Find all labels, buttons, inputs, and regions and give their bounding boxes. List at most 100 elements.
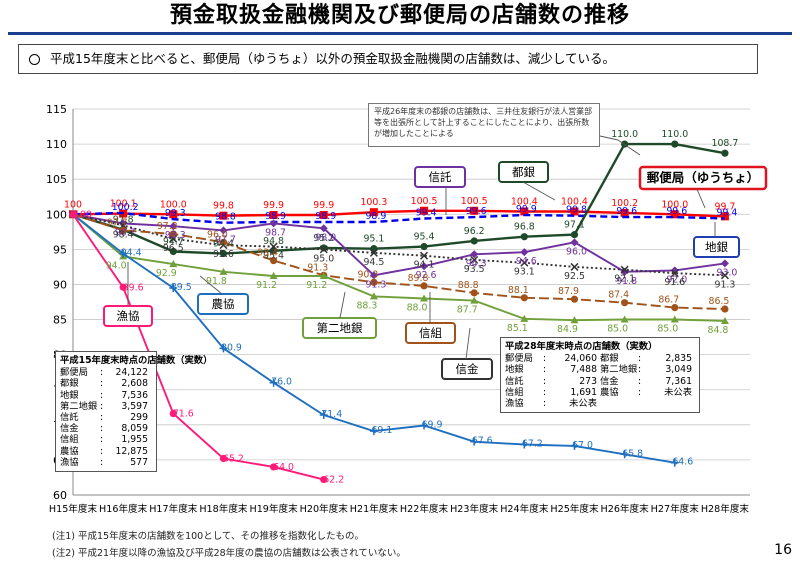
data-label: 67.0 [572,440,593,451]
cell-colon: : [543,364,547,376]
summary-box: 平成15年度末と比べると、郵便局（ゆうちょ）以外の預金取扱金融機関の店舗数は、減… [18,44,758,74]
x-tick-label: H18年度末 [199,503,248,515]
legend-label: 信託 [429,170,452,184]
cell-colon: : [638,364,642,376]
data-label: 64.6 [672,457,693,468]
data-label: 98.7 [265,227,286,238]
table-h28-cell: 信組: 1,691 [505,387,600,398]
cell-colon: : [543,353,547,365]
table-h15-row: 第二地銀: 3,597 [60,401,152,412]
leader-line [696,188,706,209]
data-label: 80.9 [221,342,242,353]
callout-note-toshi: 平成26年度末の都銀の店舗数は、三井住友銀行が法人営業部等を出張所として計上する… [368,103,600,147]
data-point [269,210,278,219]
data-label: 98.4 [113,230,134,241]
data-label: 88.8 [458,280,479,291]
cell-value: 未公表 [569,398,597,410]
data-point [720,259,729,268]
data-point [169,210,178,219]
data-label: 95.0 [313,253,334,264]
table-h28-cell: 漁協: 未公表 [505,398,600,409]
data-point [219,344,228,353]
data-label: 97.7 [107,217,128,228]
data-point [670,210,679,219]
row-name: 都銀 [60,378,79,390]
data-label: 95.4 [414,232,435,243]
data-point [671,304,679,312]
row-value: 2,608 [121,378,148,390]
data-label: 100 [74,209,92,220]
cell-value: 3,049 [665,364,692,376]
data-label: 100.2 [611,198,638,209]
data-label: 99.7 [714,201,735,212]
data-label: 71.4 [321,409,342,420]
row-colon: : [100,400,104,412]
cell-name: 都銀 [600,353,619,365]
leader-line [522,181,556,201]
data-label: 100.2 [112,202,139,213]
cell-colon: : [543,375,547,387]
data-label: 99.9 [313,200,334,211]
legend-box: 漁協 [103,305,153,327]
data-label: 97.8 [113,215,134,226]
x-tick-label: H27年度末 [651,503,700,515]
data-label: 98.8 [215,212,236,223]
y-tick-label: 60 [53,489,67,502]
row-name: 農協 [60,445,79,457]
data-point [320,475,328,484]
legend-box: 都銀 [498,161,549,183]
data-point [570,441,579,450]
data-label: 91.3 [714,279,735,290]
table-h28-cell: 信託: 273 [505,376,600,387]
data-point [620,450,629,459]
x-tick-label: H25年度末 [550,503,599,515]
data-point [470,255,479,264]
x-tick-label: H21年度末 [350,503,399,515]
data-point [570,262,579,271]
cell-name: 農協 [600,386,619,398]
cell-value: 7,488 [570,364,597,376]
table-h15-title: 平成15年度末時点の店舗数（実数） [60,355,213,366]
table-h28-cell: 都銀: 2,835 [600,353,695,364]
data-label: 88.3 [356,300,377,311]
data-point [670,269,679,278]
page-title: 預金取扱金融機関及び郵便局の店舗数の推移 [169,3,630,28]
data-label: 110.0 [661,129,688,140]
data-point [470,250,479,259]
data-label: 98.3 [165,230,186,241]
row-name: 第二地銀 [60,400,98,412]
cell-name: 第二地銀 [600,364,638,376]
data-label: 67.2 [522,438,543,449]
data-point [520,440,529,449]
data-point [670,458,679,467]
x-tick-label: H16年度末 [99,503,148,515]
data-label: 91.2 [256,280,277,291]
data-point [369,292,378,300]
data-label: 97.2 [157,221,178,232]
data-label: 99.8 [566,205,587,216]
data-point [470,296,479,304]
row-value: 12,875 [115,445,148,457]
data-point [420,282,428,290]
table-h15-row: 郵便局:24,122 [60,367,152,378]
row-colon: : [100,367,104,379]
data-label: 100.4 [511,196,538,207]
data-label: 85.1 [507,323,528,334]
data-label: 98.9 [315,211,336,222]
data-point [219,226,228,235]
data-label: 100 [64,199,82,210]
data-label: 69.1 [371,425,392,436]
series-line [72,213,725,310]
cell-name: 郵便局 [505,353,533,365]
data-label: 93.5 [464,264,485,275]
legend-box: 郵便局（ゆうちょ） [638,165,768,191]
y-tick-label: 115 [46,103,67,116]
legend-frame [693,236,740,258]
cell-name: 地銀 [505,364,524,376]
cell-name: 漁協 [505,398,524,410]
data-label: 100.4 [561,196,588,207]
data-label: 99.6 [616,206,637,217]
data-point [520,314,529,322]
data-point [620,265,629,274]
row-value: 3,597 [121,400,148,412]
